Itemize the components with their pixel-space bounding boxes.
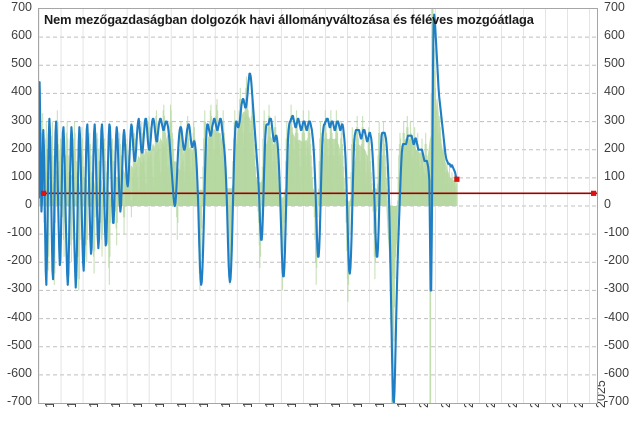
y-tick-label-left: -700 [6, 394, 32, 408]
y-tick-label-left: 300 [11, 112, 32, 127]
y-tick-label-right: -400 [604, 309, 630, 324]
reference-end-marker [591, 190, 597, 196]
y-tick-label-left: 700 [11, 0, 32, 14]
y-tick-label-right: -200 [604, 253, 630, 268]
y-tick-label-right: -500 [604, 337, 630, 352]
y-tick-label-right: -600 [604, 365, 630, 380]
moving-average-line-series [39, 13, 458, 403]
y-tick-label-right: 500 [604, 56, 625, 71]
y-tick-label-left: -200 [6, 253, 32, 268]
reference-start-marker [41, 190, 47, 196]
gridlines [39, 36, 597, 376]
y-tick-label-left: 200 [11, 140, 32, 155]
y-tick-label-left: 0 [25, 197, 32, 211]
y-tick-label-left: -600 [6, 365, 32, 380]
y-tick-label-right: -100 [604, 225, 630, 240]
chart-title: Nem mezőgazdaságban dolgozók havi állomá… [44, 12, 534, 27]
plot-area [38, 8, 598, 404]
moving-average-end-marker [454, 176, 460, 182]
monthly-change-area-series [39, 9, 458, 403]
y-tick-label-left: 600 [11, 28, 32, 43]
endpoint-markers [41, 176, 597, 196]
y-tick-label-left: -100 [6, 225, 32, 240]
y-tick-label-right: 100 [604, 168, 625, 183]
y-tick-label-right: 200 [604, 140, 625, 155]
y-tick-label-left: -400 [6, 309, 32, 324]
y-tick-label-left: 500 [11, 56, 32, 71]
y-tick-label-right: 300 [604, 112, 625, 127]
plot-svg [39, 9, 597, 403]
y-tick-label-right: 400 [604, 84, 625, 99]
y-tick-label-left: 100 [11, 168, 32, 183]
y-tick-label-left: -300 [6, 281, 32, 296]
y-tick-label-right: -300 [604, 281, 630, 296]
y-tick-label-left: 400 [11, 84, 32, 99]
moving-average-path [39, 13, 458, 403]
y-tick-label-right: -700 [604, 394, 630, 408]
y-tick-label-right: 600 [604, 28, 625, 43]
y-tick-label-right: 700 [604, 0, 625, 14]
y-tick-label-left: -500 [6, 337, 32, 352]
y-tick-label-right: 0 [604, 197, 611, 211]
